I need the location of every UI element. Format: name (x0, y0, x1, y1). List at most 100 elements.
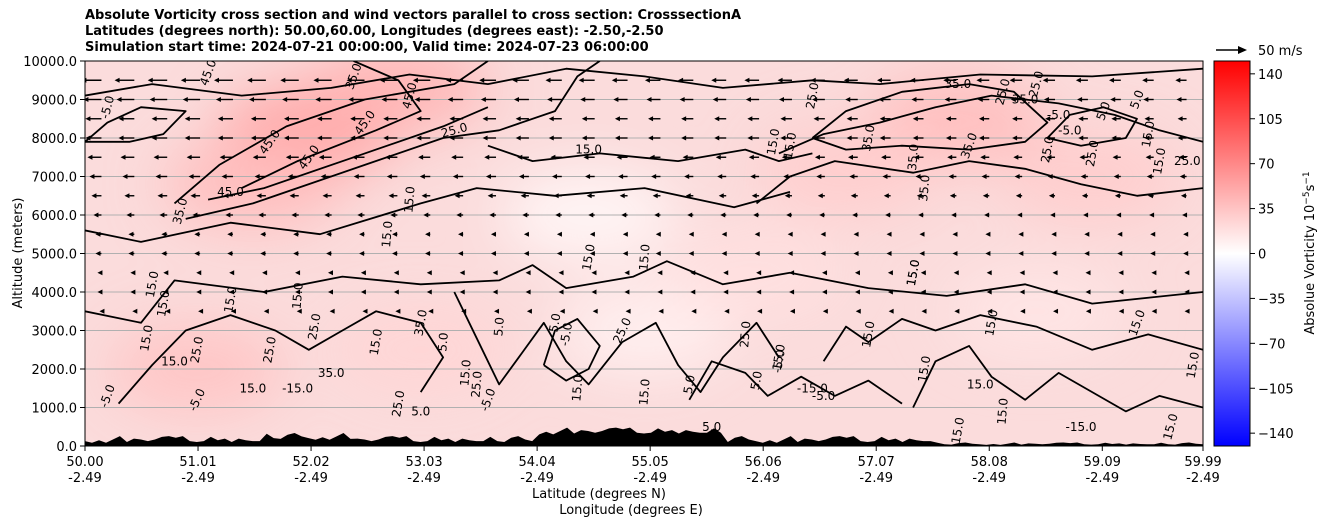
colorbar-tick-label: −105 (1258, 382, 1294, 397)
wind-vector-head (985, 231, 991, 237)
wind-vector-head (393, 289, 399, 295)
wind-vector-head (418, 154, 424, 160)
wind-vector-head (879, 135, 885, 141)
wind-vector-head (787, 251, 793, 256)
wind-vector-head (329, 308, 335, 314)
wind-vector-head (652, 193, 658, 199)
wind-vector-head (885, 212, 891, 218)
wind-vector-head (1017, 212, 1023, 218)
wind-vector-head (919, 231, 925, 237)
contour-label: 25.0 (440, 120, 469, 140)
wind-vector-head (459, 270, 465, 276)
wind-vector-head (526, 308, 532, 314)
wind-vector-head (714, 135, 720, 141)
wind-vector-head (393, 270, 399, 276)
wind-vector-head (1078, 116, 1084, 122)
contour-label: 5.0 (411, 404, 430, 418)
wind-vector-head (953, 270, 959, 276)
wind-vector-head (114, 77, 120, 83)
colorbar-tick-label: −140 (1258, 427, 1294, 442)
wind-vector-head (490, 251, 496, 256)
y-axis-ticks: 0.0 1000.0 2000.0 3000.0 4000.0 5000.0 6000.0 7… (23, 55, 85, 455)
wind-vector-head (159, 212, 165, 218)
wind-vector-head (520, 193, 526, 199)
wind-vector-head (454, 193, 460, 199)
wind-vector-head (525, 289, 531, 295)
wind-vector-head (1151, 289, 1157, 295)
wind-vector-head (280, 77, 286, 83)
wind-vector-head (383, 116, 389, 122)
wind-vector-head (1143, 97, 1149, 102)
contour-label: -15.0 (282, 381, 313, 395)
wind-vector-head (459, 289, 465, 295)
wind-vector-head (648, 135, 654, 141)
wind-vector-head (482, 116, 488, 122)
wind-vector-head (1184, 270, 1190, 276)
wind-vector-head (714, 116, 720, 122)
wind-vector-head (324, 212, 330, 218)
wind-vector-head (920, 289, 926, 295)
wind-vector-head (614, 116, 620, 122)
wind-vector-head (912, 135, 918, 141)
wind-vector-head (451, 154, 457, 160)
wind-vector-head (254, 174, 260, 179)
wind-vector-head (986, 270, 992, 276)
contour-label: 15.0 (764, 127, 782, 156)
colorbar-tick-label: −35 (1258, 292, 1285, 307)
x-tick-label-lat: 55.05 (632, 455, 669, 470)
contour-line (822, 314, 1203, 362)
wind-vector-head (456, 212, 462, 218)
wind-vector-head (247, 77, 253, 83)
wind-vector-head (682, 154, 688, 160)
colorbar-tick-label: 35 (1258, 203, 1275, 218)
wind-vector-head (954, 308, 960, 314)
wind-vector-head (720, 212, 726, 218)
wind-vector-head (657, 289, 663, 295)
contour-label: -5.0 (557, 322, 575, 347)
wind-vector-head (1116, 212, 1122, 218)
wind-vector-head (644, 77, 650, 83)
contour-label: 15.0 (401, 186, 417, 214)
wind-vector-head (585, 174, 591, 179)
wind-vector-head (118, 135, 124, 141)
colorbar-tick-label: 140 (1258, 68, 1283, 83)
wind-vector-head (886, 231, 892, 237)
wind-vector-head (622, 231, 628, 237)
wind-vector-head (843, 77, 849, 83)
wind-vector-head (1085, 270, 1091, 276)
wind-vector-head (881, 154, 887, 160)
wind-vector-head (219, 154, 225, 160)
wind-vector-head (1151, 308, 1157, 314)
wind-vector-head (283, 135, 289, 141)
contour-label: 5.0 (748, 370, 765, 391)
wind-vector-head (715, 154, 721, 160)
x-tick-label-lat: 59.99 (1184, 455, 1221, 470)
wind-vector-head (1083, 212, 1089, 218)
wind-vector-head (322, 193, 328, 199)
wind-vector-head (1112, 154, 1118, 160)
wind-vector-head (816, 174, 822, 179)
wind-vector-head (449, 116, 455, 122)
wind-vector-head (784, 193, 790, 199)
wind-vector-head (1084, 231, 1090, 237)
wind-vector-head (787, 231, 793, 237)
wind-vector-head (1085, 308, 1091, 314)
wind-vector-head (916, 193, 922, 199)
wind-vector-head (1078, 135, 1084, 141)
x-tick-label-lat: 50.00 (66, 455, 103, 470)
wind-vector-head (426, 270, 432, 276)
wind-vector-head (882, 174, 888, 179)
wind-vector-head (750, 174, 756, 179)
wind-vector-head (687, 212, 693, 218)
quiver-key-label: 50 m/s (1258, 44, 1303, 59)
wind-vector-head (678, 77, 684, 83)
wind-vector-head (1012, 135, 1018, 141)
wind-vector-head (1085, 289, 1091, 295)
wind-vector-head (850, 193, 856, 199)
contour-line (85, 106, 187, 143)
wind-vector-head (613, 97, 619, 102)
wind-vector-head (1146, 174, 1152, 179)
wind-vector-head (646, 97, 652, 102)
wind-vector-head (681, 116, 687, 122)
wind-vector-head (1144, 116, 1150, 122)
